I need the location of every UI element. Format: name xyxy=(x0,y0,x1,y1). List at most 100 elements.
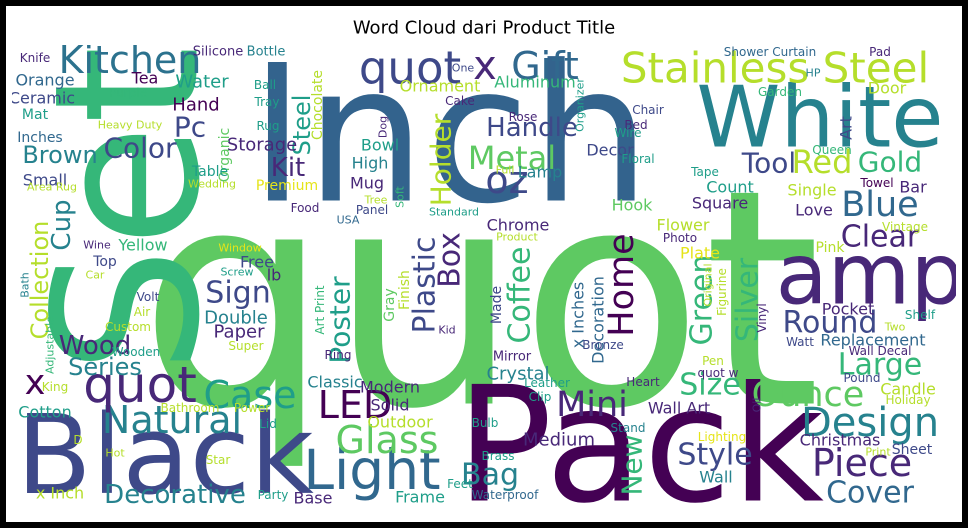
word: Medium xyxy=(523,430,595,451)
word: Mirror xyxy=(493,350,532,365)
word: Figurine xyxy=(715,268,729,316)
word: Design xyxy=(801,400,939,446)
word: LED xyxy=(318,383,392,427)
word: Brass xyxy=(481,449,514,463)
word: High xyxy=(352,154,389,173)
word: Base xyxy=(294,489,333,508)
word: Cake xyxy=(445,94,475,108)
chart-title: Word Cloud dari Product Title xyxy=(353,18,615,39)
word: quot xyxy=(83,356,197,414)
word: Tape xyxy=(690,165,719,179)
word: Bed xyxy=(624,118,647,132)
word: Red xyxy=(792,143,853,181)
word: Photo xyxy=(663,231,697,245)
word: Vintage xyxy=(882,220,928,234)
word: Paper xyxy=(214,322,266,343)
word: Star xyxy=(206,453,231,467)
word: Bar xyxy=(899,178,927,197)
word: Lighting xyxy=(698,430,747,444)
word: Series xyxy=(68,353,142,381)
word: Frame xyxy=(395,488,445,507)
word: Bronze xyxy=(582,338,624,352)
word: Black xyxy=(16,391,314,519)
word: D xyxy=(73,433,82,447)
word: Aluminum xyxy=(494,73,575,92)
word: Metal xyxy=(468,139,556,177)
word: Box xyxy=(433,232,468,288)
word: Love xyxy=(795,201,833,220)
word: Natural xyxy=(102,398,242,442)
word: Organizer xyxy=(574,78,587,132)
word: Inches xyxy=(17,130,62,146)
word: oz xyxy=(485,158,528,202)
word: Dog xyxy=(377,116,390,138)
word: Table xyxy=(191,164,228,180)
word: Modern xyxy=(360,378,420,397)
word: Silver xyxy=(731,257,766,342)
word: Pen xyxy=(702,354,724,368)
figure-background xyxy=(6,6,962,522)
word: Art xyxy=(837,116,856,140)
word: Square xyxy=(692,194,748,213)
word: Finish xyxy=(397,270,413,310)
word: Gray xyxy=(382,288,398,321)
word: Glass xyxy=(336,418,439,462)
word: Area Rug xyxy=(27,181,77,194)
word: Inch xyxy=(249,25,650,246)
word: Ceramic xyxy=(9,89,75,108)
word: Bottle xyxy=(247,45,286,60)
word: Ball xyxy=(254,78,276,92)
word: Chocolate xyxy=(310,70,326,140)
word: Heart xyxy=(626,375,660,389)
word: Wood xyxy=(59,331,132,361)
word: Wedding xyxy=(188,178,236,191)
word: Home xyxy=(602,233,642,336)
word: Coffee xyxy=(503,247,538,344)
word: Pad xyxy=(869,45,891,59)
word: quot xyxy=(359,42,461,95)
word: Party xyxy=(258,488,289,502)
word: Wall Art xyxy=(648,399,710,418)
word: Candle xyxy=(880,380,936,399)
word: Size xyxy=(679,368,741,403)
word: King xyxy=(42,380,68,394)
word: Chair xyxy=(632,103,664,117)
word: Ring xyxy=(325,348,352,362)
word: Screw xyxy=(220,266,253,279)
word: Adjustable xyxy=(44,316,57,374)
word: Gift xyxy=(511,44,579,88)
word: Shelf xyxy=(905,308,936,322)
word: Cup xyxy=(47,199,77,250)
word: Leather xyxy=(524,376,570,390)
word: New xyxy=(616,434,649,495)
word: Bowl xyxy=(361,136,399,155)
word: Vinyl xyxy=(755,303,769,332)
word: Knife xyxy=(20,51,50,65)
word: Bath xyxy=(19,272,32,298)
word: Two xyxy=(884,321,906,334)
word: Air xyxy=(134,305,151,319)
word: Piece xyxy=(812,441,912,485)
word: Crystal xyxy=(486,364,549,385)
word: Full xyxy=(496,164,515,177)
word: Shower Curtain xyxy=(724,45,816,59)
word: Pc xyxy=(174,111,206,144)
word: Organic xyxy=(217,128,233,182)
word: White xyxy=(696,69,943,168)
word: Round xyxy=(783,306,878,341)
word: Style xyxy=(677,438,752,473)
word: Poster xyxy=(324,276,357,364)
word: x xyxy=(25,363,46,403)
word: Top xyxy=(92,254,117,270)
word: Waterproof xyxy=(472,488,539,502)
word: Car xyxy=(86,269,105,282)
word: Single xyxy=(787,181,836,200)
word: Set xyxy=(12,46,245,374)
word: Ounce xyxy=(752,375,865,415)
word: Kid xyxy=(438,324,455,337)
word: Silicone xyxy=(193,45,243,60)
word: Sheet xyxy=(892,442,933,458)
word: Brown xyxy=(22,141,97,169)
